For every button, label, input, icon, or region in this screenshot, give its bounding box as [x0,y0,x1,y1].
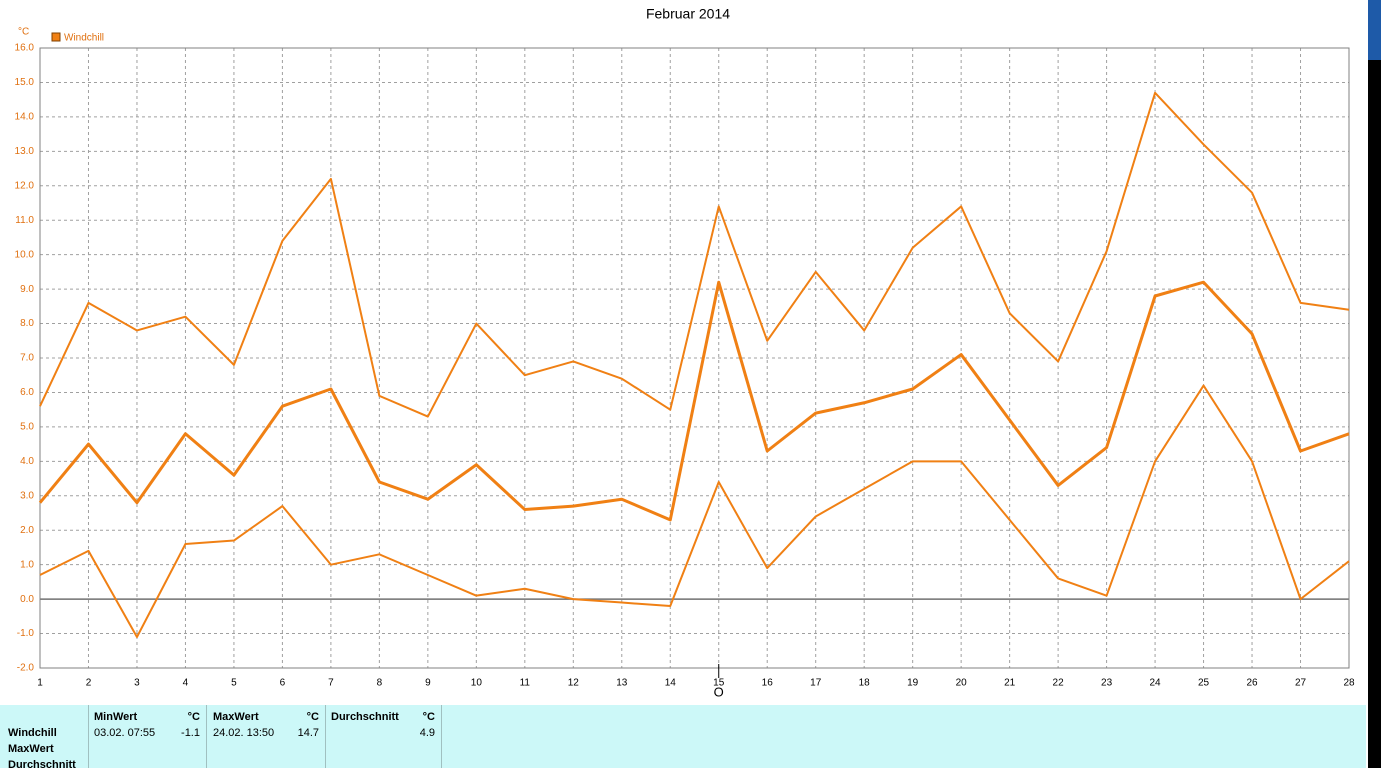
y-tick-label: 10.0 [15,249,35,260]
x-tick-label: 1 [37,678,43,689]
x-tick-label: 6 [280,678,286,689]
x-tick-label: 14 [665,678,677,689]
row-label: Durchschnitt [8,759,76,768]
legend-swatch [51,32,61,42]
y-tick-label: 1.0 [20,559,34,570]
x-tick-label: 11 [520,678,531,689]
x-tick-label: 5 [231,678,237,689]
column-unit: °C [422,711,435,723]
x-tick-label: 7 [328,678,334,689]
y-tick-label: 7.0 [20,353,34,364]
x-tick-label: 24 [1150,678,1162,689]
x-tick-label: 19 [907,678,919,689]
y-tick-label: 9.0 [20,284,34,295]
series-line [39,91,1350,418]
column-unit: °C [187,711,200,723]
stat-date: 03.02. 07:55 [94,727,156,739]
y-tick-label: 5.0 [20,422,34,433]
stat-column: MinWert °C 03.02. 07:55 -1.1 [88,705,207,768]
stat-value: -1.1 [181,727,200,739]
x-tick-label: 8 [377,678,383,689]
y-tick-label: 16.0 [15,43,35,54]
x-tick-label: 13 [616,678,628,689]
x-tick-label: 10 [471,678,483,689]
stats-table: Windchill MaxWert Durchschnitt MinWert °… [0,705,1366,768]
x-tick-label: 18 [859,678,871,689]
chart-title: Februar 2014 [646,6,730,22]
x-tick-label: 9 [425,678,431,689]
stat-column: MaxWert °C 24.02. 13:50 14.7 [207,705,326,768]
y-tick-label: 15.0 [15,77,35,88]
series-line [39,384,1350,638]
series-line [38,280,1350,522]
x-tick-label: 15 [713,678,725,689]
x-tick-label: 25 [1198,678,1210,689]
x-tick-label: 27 [1295,678,1307,689]
column-unit: °C [306,711,319,723]
y-tick-label: -2.0 [17,663,35,674]
window-edge [1368,0,1381,60]
y-tick-label: 13.0 [15,146,35,157]
y-tick-label: 4.0 [20,456,34,467]
x-tick-label: 16 [762,678,774,689]
y-tick-label: 3.0 [20,490,34,501]
y-tick-label: -1.0 [17,628,35,639]
x-tick-label: 4 [183,678,189,689]
x-tick-label: 28 [1343,678,1355,689]
x-tick-label: 23 [1101,678,1113,689]
x-tick-label: 2 [86,678,92,689]
column-header: MinWert [94,711,138,723]
stat-column: Durchschnitt °C 4.9 [326,705,442,768]
x-tick-label: 26 [1246,678,1258,689]
y-tick-label: 0.0 [20,594,34,605]
window-edge [1368,0,1381,768]
y-tick-label: 2.0 [20,525,34,536]
row-label: MaxWert [8,743,54,755]
y-tick-label: 6.0 [20,387,34,398]
cursor-label: O [714,684,724,699]
stat-value: 14.7 [297,727,319,739]
legend-label: Windchill [64,33,104,44]
stat-date: 24.02. 13:50 [213,727,275,739]
column-header: Durchschnitt [331,711,399,723]
row-label-column: Windchill MaxWert Durchschnitt [0,705,89,768]
row-label: Windchill [8,727,57,739]
y-tick-label: 8.0 [20,318,34,329]
y-tick-label: 12.0 [15,180,35,191]
chart: Februar 2014 °C Windchill -2.0 -1.0 0.0 1.0… [15,6,1355,700]
y-tick-label: 11.0 [15,215,34,226]
x-tick-label: 12 [568,678,580,689]
x-tick-label: 22 [1053,678,1065,689]
y-tick-label: 14.0 [15,112,35,123]
x-tick-label: 17 [810,678,822,689]
x-tick-label: 20 [956,678,968,689]
x-tick-label: 21 [1004,678,1016,689]
column-header: MaxWert [213,711,259,723]
x-tick-label: 3 [134,678,140,689]
y-unit: °C [18,27,29,38]
stat-value: 4.9 [419,727,435,739]
plot-frame [39,47,1350,669]
